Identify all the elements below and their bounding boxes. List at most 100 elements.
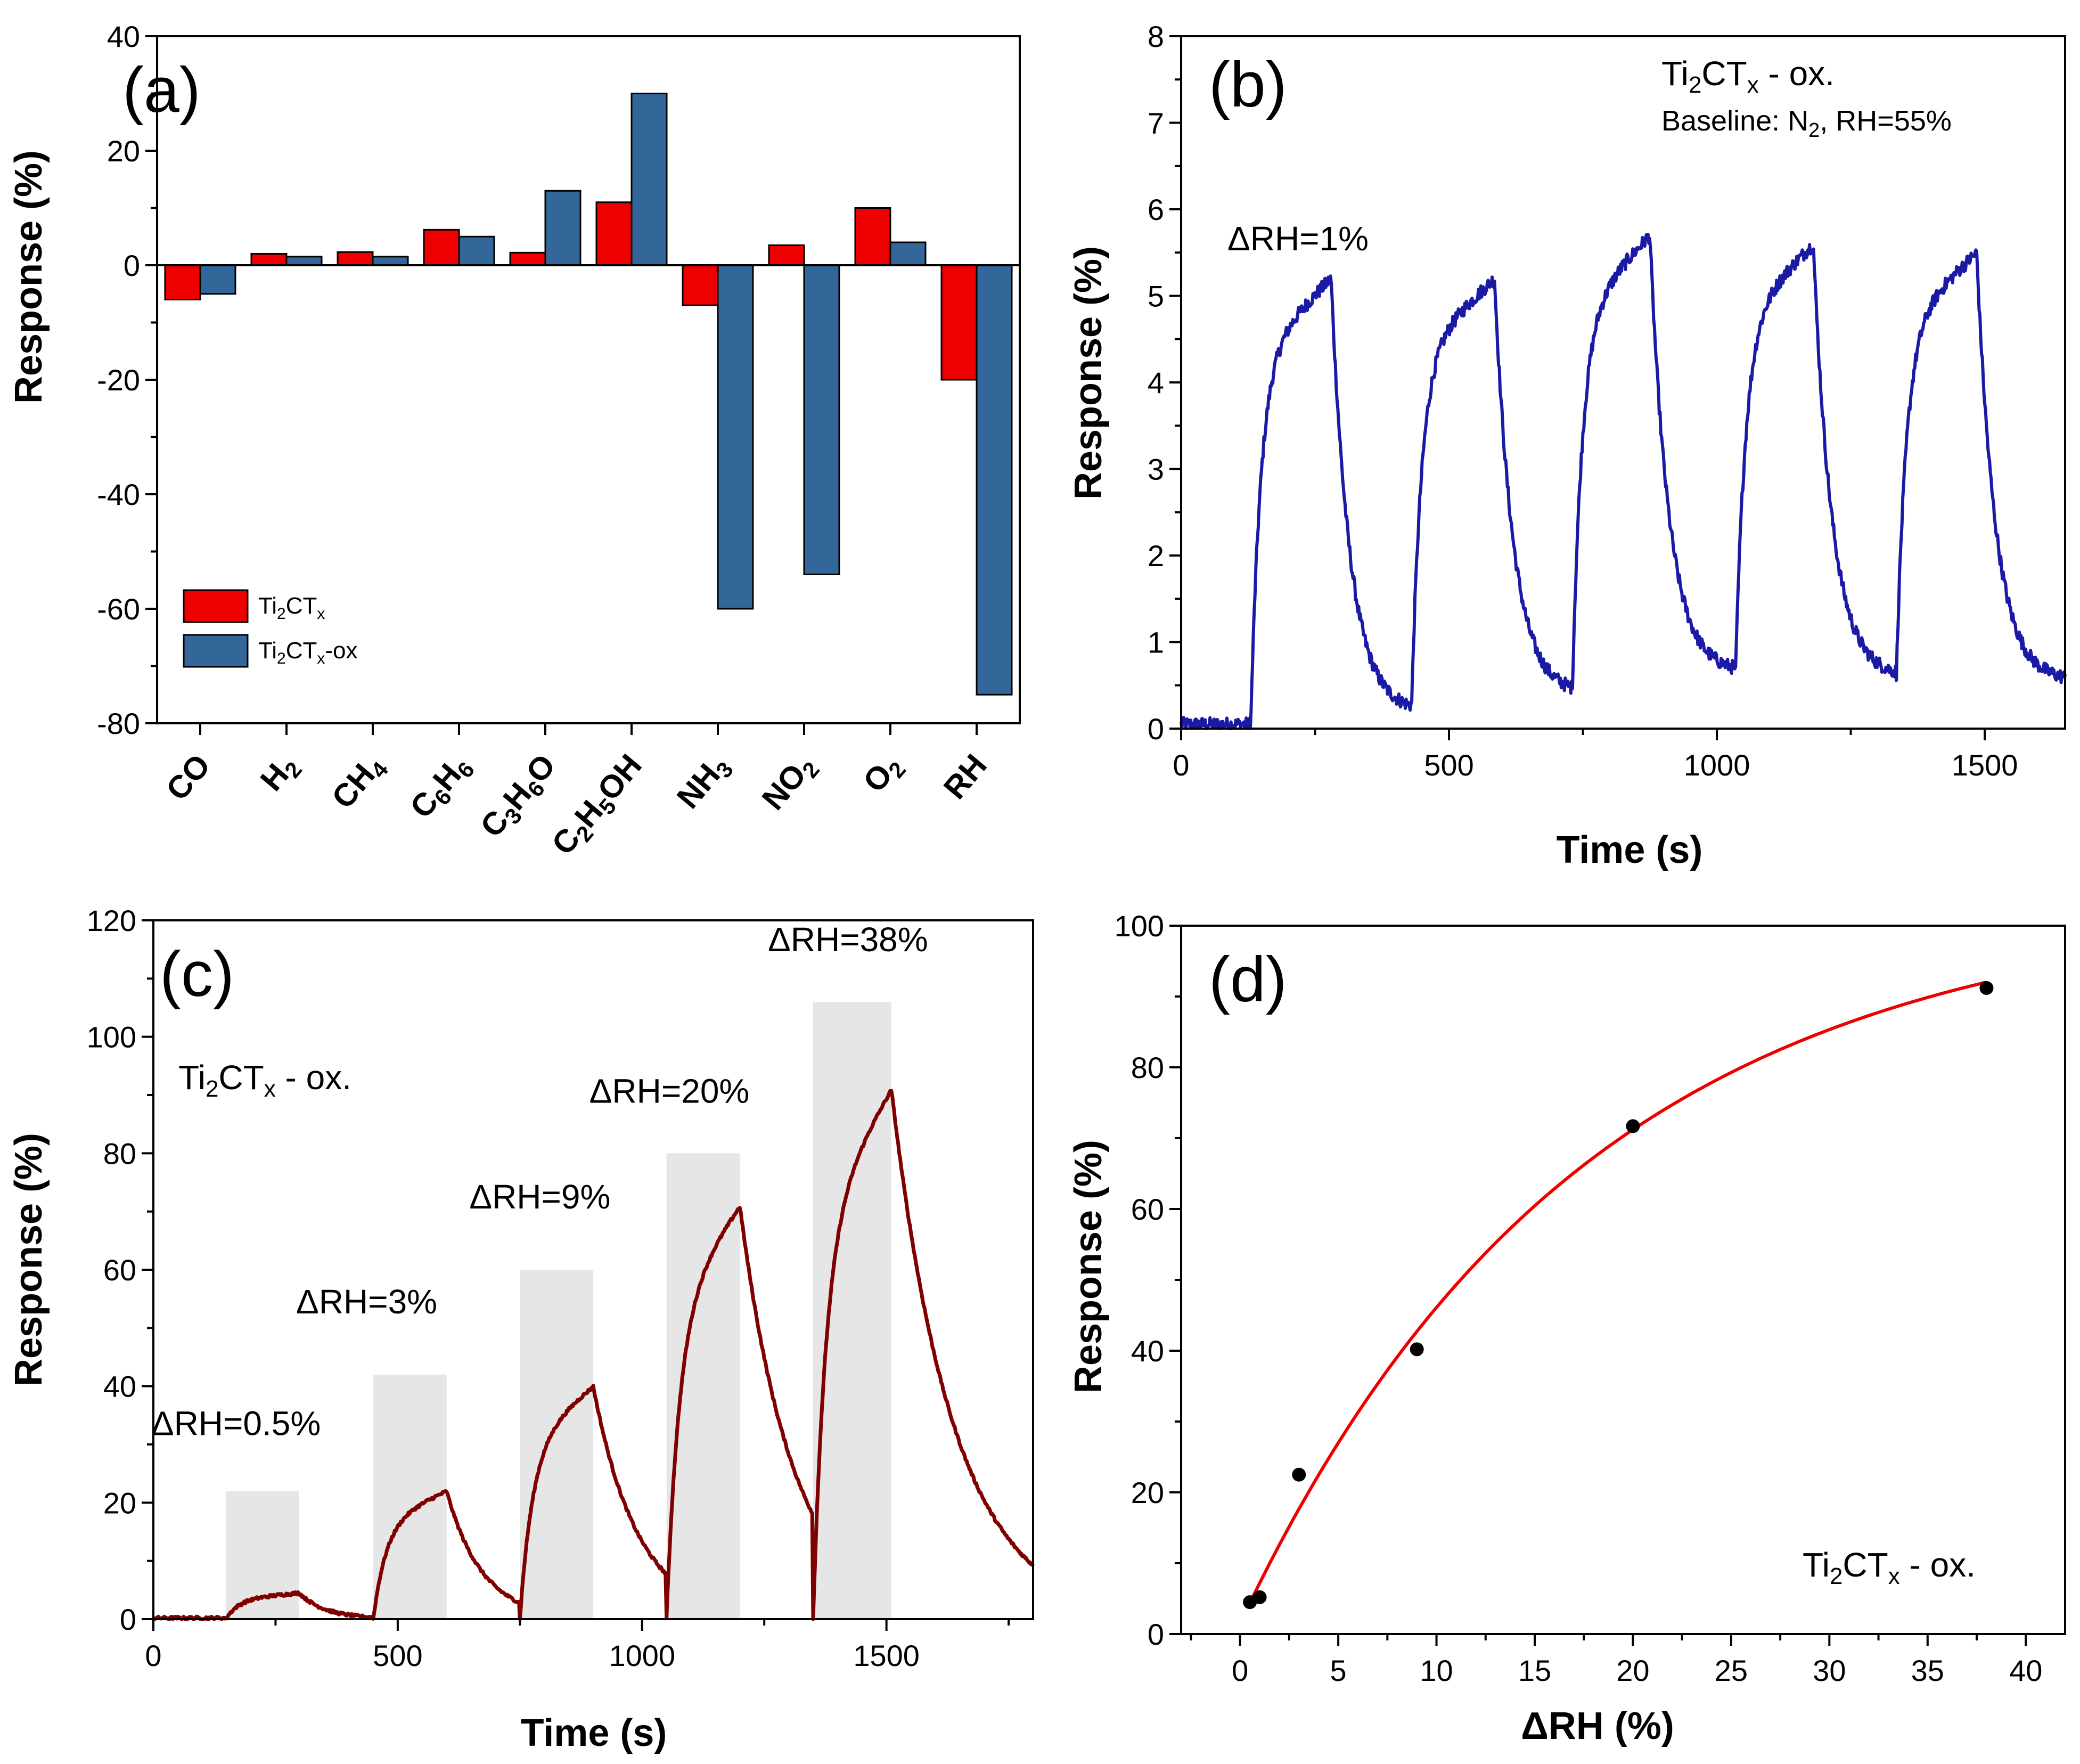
x-tick-label: 25 <box>1715 1654 1748 1687</box>
data-point <box>1979 981 1994 995</box>
bar-ti2ctx-ox-c6h6 <box>458 235 495 266</box>
legend-label-ti2ctx-ox: Ti2CTx-ox <box>258 638 358 667</box>
data-point <box>1626 1119 1640 1133</box>
y-tick-label: 80 <box>103 1137 136 1170</box>
y-tick-label: 0 <box>1148 712 1164 746</box>
bar-ti2ctx-ox-c2h5oh <box>630 93 668 266</box>
panel-b-baseline-label: Baseline: N2, RH=55% <box>1661 105 1952 142</box>
y-tick-label: 60 <box>103 1253 136 1287</box>
panel-b: 0 1 2 3 4 5 6 7 8 0 500 1000 1500 Time (s) Response … <box>1067 20 2067 871</box>
panel-d-y-axis-label: Response (%) <box>1067 1140 1110 1393</box>
y-tick-label: 5 <box>1148 280 1164 313</box>
panel-d-fit-curve <box>1248 981 1987 1604</box>
panel-a-y-axis-label: Response (%) <box>7 150 50 404</box>
bar-ti2ctx-ox-o2 <box>889 241 927 266</box>
x-tick-label: 40 <box>2009 1654 2042 1687</box>
y-tick-label: -40 <box>97 478 140 511</box>
pulse-shade <box>225 1491 299 1619</box>
y-tick-label: 40 <box>1131 1334 1164 1368</box>
panel-c-y-axis-label: Response (%) <box>7 1133 50 1386</box>
bar-ti2ctx-h2 <box>250 253 288 266</box>
panel-c-x-axis-label: Time (s) <box>521 1712 667 1754</box>
x-tick-label: 500 <box>1424 748 1473 782</box>
y-tick-label: 3 <box>1148 453 1164 486</box>
y-tick-label: 20 <box>107 134 140 168</box>
legend-swatch-ti2ctx <box>183 589 249 623</box>
panel-b-y-axis-label: Response (%) <box>1067 246 1110 500</box>
y-tick-label: 0 <box>1148 1618 1164 1651</box>
panel-a-y-ticks: 40 20 0 -20 -40 -60 -80 <box>97 20 157 740</box>
bar-ti2ctx-ox-ch4 <box>372 256 409 266</box>
panel-c-letter: (c) <box>160 938 234 1010</box>
x-tick-label: 1000 <box>609 1639 675 1672</box>
panel-a-letter: (a) <box>122 54 201 126</box>
panel-b-ticks: 0 1 2 3 4 5 6 7 8 0 500 1000 1500 <box>1148 20 2018 782</box>
bar-ti2ctx-ox-rh <box>976 264 1013 696</box>
pulse-label: ΔRH=0.5% <box>151 1404 321 1442</box>
y-tick-label: 100 <box>1115 909 1164 943</box>
x-tick-label: 0 <box>1173 748 1189 782</box>
pulse-label: ΔRH=20% <box>589 1072 750 1110</box>
panel-c: 0 20 40 60 80 100 120 0 500 1000 1500 ΔRH=0.5% ΔRH=… <box>7 904 1035 1754</box>
y-tick-label: -80 <box>97 707 140 740</box>
y-tick-label: 8 <box>1148 20 1164 53</box>
y-tick-label: 0 <box>124 249 140 282</box>
pulse-shade <box>520 1270 593 1619</box>
y-tick-label: 0 <box>120 1603 136 1636</box>
pulse-shade <box>813 1002 891 1619</box>
data-point <box>1410 1342 1424 1357</box>
bar-ti2ctx-ox-co <box>199 264 236 295</box>
bar-ti2ctx-ch4 <box>337 251 374 266</box>
pulse-label: ΔRH=3% <box>296 1283 437 1321</box>
panel-a-bars <box>164 93 1013 696</box>
y-tick-label: 80 <box>1131 1051 1164 1084</box>
panel-d: 0 20 40 60 80 100 0 5 10 15 20 25 30 35 40 ΔRH (%) Res… <box>1067 909 2066 1747</box>
y-tick-label: -60 <box>97 592 140 626</box>
bar-ti2ctx-c6h6 <box>423 228 460 266</box>
panel-c-response-line <box>152 1089 1035 1621</box>
panel-c-pulse-labels: ΔRH=0.5% ΔRH=3% ΔRH=9% ΔRH=20% ΔRH=38% <box>151 920 928 1442</box>
y-tick-label: 4 <box>1148 366 1164 399</box>
legend-label-ti2ctx: Ti2CTx <box>258 593 325 623</box>
y-tick-label: 40 <box>107 20 140 53</box>
panel-b-delta-label: ΔRH=1% <box>1227 219 1369 258</box>
x-tick-label: 1000 <box>1684 748 1750 782</box>
y-tick-label: 20 <box>1131 1476 1164 1509</box>
x-tick-label: 500 <box>373 1639 422 1672</box>
y-tick-label: 60 <box>1131 1193 1164 1226</box>
bar-ti2ctx-o2 <box>854 207 891 266</box>
panel-a-legend: Ti2CTx Ti2CTx-ox <box>183 589 358 668</box>
bar-ti2ctx-ox-no2 <box>803 264 840 575</box>
bar-ti2ctx-c3h6o <box>509 251 546 266</box>
pulse-shade <box>666 1153 740 1619</box>
y-tick-label: 6 <box>1148 193 1164 226</box>
bar-ti2ctx-ox-h2 <box>285 256 323 266</box>
y-tick-label: 120 <box>87 904 136 937</box>
data-point <box>1292 1467 1306 1482</box>
panel-c-material-label: Ti2CTx - ox. <box>178 1058 351 1102</box>
y-tick-label: 40 <box>103 1370 136 1403</box>
pulse-label: ΔRH=38% <box>768 920 928 959</box>
x-tick-label: 15 <box>1518 1654 1551 1687</box>
panel-d-ticks: 0 20 40 60 80 100 0 5 10 15 20 25 30 35 40 <box>1115 909 2043 1687</box>
x-tick-label: 10 <box>1420 1654 1453 1687</box>
panel-b-letter: (b) <box>1209 49 1287 120</box>
x-tick-label: 1500 <box>853 1639 920 1672</box>
bar-ti2ctx-no2 <box>768 244 805 266</box>
y-tick-label: -20 <box>97 363 140 397</box>
x-tick-label: 35 <box>1911 1654 1944 1687</box>
bar-ti2ctx-nh3 <box>682 264 719 306</box>
panel-d-data-points <box>1243 981 1994 1610</box>
y-tick-label: 20 <box>103 1486 136 1520</box>
panel-b-x-axis-label: Time (s) <box>1557 829 1703 871</box>
bar-ti2ctx-ox-nh3 <box>717 264 754 610</box>
x-tick-label: 0 <box>1232 1654 1248 1687</box>
x-tick-label: 20 <box>1616 1654 1649 1687</box>
x-tick-label: 30 <box>1813 1654 1846 1687</box>
x-tick-label: 0 <box>145 1639 161 1672</box>
y-tick-label: 1 <box>1148 626 1164 659</box>
y-tick-label: 100 <box>87 1020 136 1054</box>
panel-b-response-line <box>1180 233 2067 730</box>
